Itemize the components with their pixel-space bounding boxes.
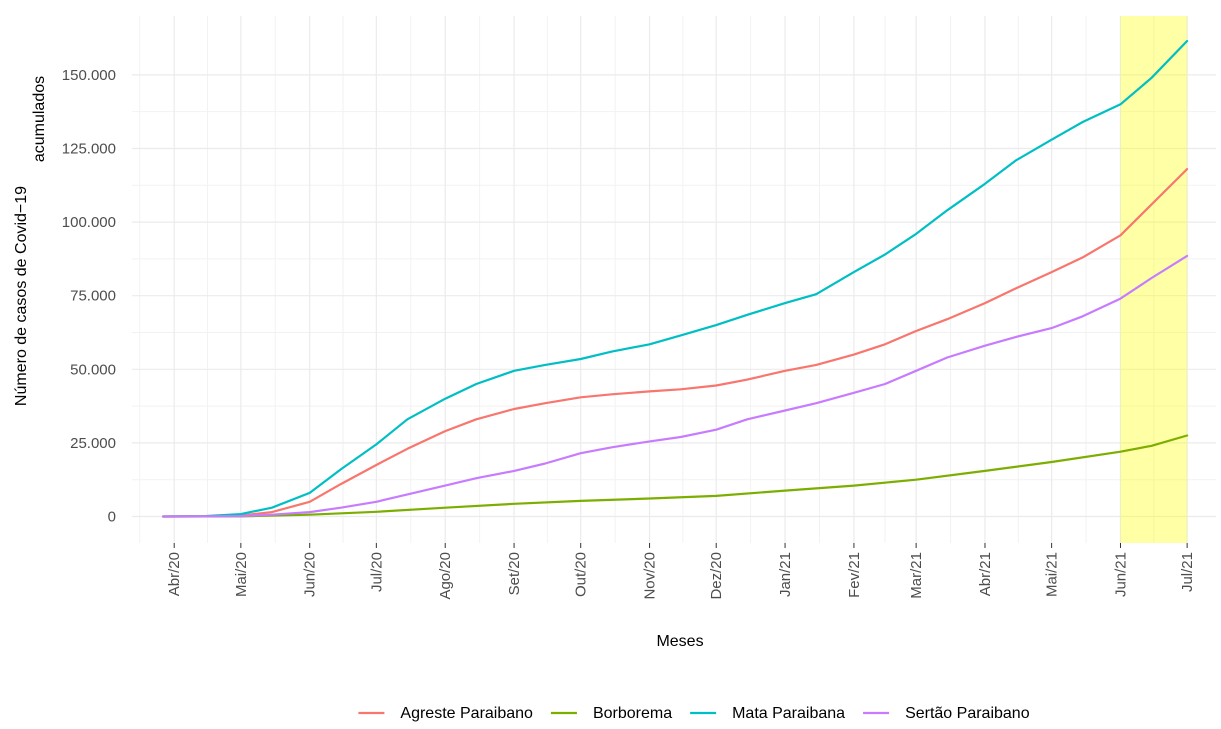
x-tick-label: Ago/20	[437, 552, 454, 600]
series-line-2	[162, 39, 1189, 518]
x-tick-label: Jun/21	[1112, 552, 1129, 597]
y-tick-label: 75.000	[70, 288, 116, 305]
series-lines	[162, 39, 1189, 518]
x-tick-label: Jul/20	[368, 552, 385, 592]
series-line-3	[162, 254, 1189, 518]
highlight-rect	[1120, 16, 1188, 543]
x-tick-label: Mai/20	[233, 552, 250, 597]
y-axis-ticks: 0 25.000 50.000 75.000 100.000 125.000 150.000	[62, 67, 116, 526]
legend-label-3: Sertão Paraibano	[905, 705, 1030, 722]
legend-label-0: Agreste Paraibano	[400, 705, 533, 722]
y-tick-label: 125.000	[62, 140, 116, 157]
x-tick-label: Nov/20	[642, 552, 659, 600]
series-line-1	[162, 434, 1189, 518]
y-axis-title-line-1: Número de casos de Covid−19	[13, 186, 30, 406]
x-tick-label: Abr/20	[166, 552, 183, 596]
x-tick-label: Jan/21	[777, 552, 794, 597]
y-tick-label: 0	[108, 509, 116, 526]
y-tick-label: 50.000	[70, 361, 116, 378]
legend: Agreste Paraibano Borborema Mata Paraibana…	[358, 705, 1030, 722]
highlight-band	[1120, 16, 1188, 543]
legend-label-1: Borborema	[593, 705, 672, 722]
x-axis-ticks: Abr/20 Mai/20 Jun/20 Jul/20 Ago/20 Set/20 Out/…	[166, 543, 1196, 600]
x-tick-label: Jul/21	[1179, 552, 1196, 592]
x-tick-label: Abr/21	[977, 552, 994, 596]
legend-label-2: Mata Paraibana	[732, 705, 845, 722]
x-tick-label: Mar/21	[908, 552, 925, 599]
x-tick-label: Set/20	[506, 552, 523, 595]
y-tick-label: 25.000	[70, 435, 116, 452]
series-line-0	[162, 168, 1189, 518]
y-axis-title-line-2: acumulados	[31, 76, 48, 162]
x-tick-label: Mai/21	[1044, 552, 1061, 597]
y-tick-label: 100.000	[62, 214, 116, 231]
x-tick-label: Jun/20	[302, 552, 319, 597]
grid	[132, 16, 1216, 543]
x-axis-title: Meses	[656, 633, 703, 650]
y-tick-label: 150.000	[62, 67, 116, 84]
x-tick-label: Out/20	[573, 552, 590, 597]
x-tick-label: Fev/21	[846, 552, 863, 598]
x-tick-label: Dez/20	[708, 552, 725, 600]
